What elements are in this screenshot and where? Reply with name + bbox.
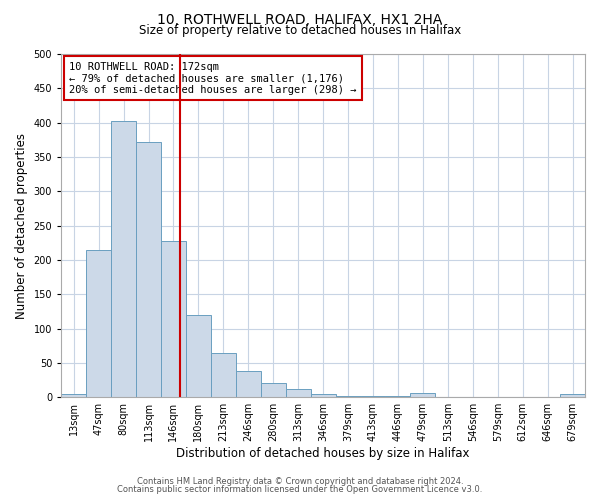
Bar	[311, 394, 335, 397]
Text: 10 ROTHWELL ROAD: 172sqm
← 79% of detached houses are smaller (1,176)
20% of sem: 10 ROTHWELL ROAD: 172sqm ← 79% of detach…	[69, 62, 356, 95]
Bar	[286, 389, 311, 397]
Bar	[560, 394, 585, 397]
Bar	[261, 384, 286, 397]
Text: 10, ROTHWELL ROAD, HALIFAX, HX1 2HA: 10, ROTHWELL ROAD, HALIFAX, HX1 2HA	[157, 12, 443, 26]
Bar	[385, 396, 410, 397]
Bar	[236, 371, 261, 397]
Bar	[61, 394, 86, 397]
Bar	[436, 396, 460, 397]
Bar	[335, 396, 361, 397]
X-axis label: Distribution of detached houses by size in Halifax: Distribution of detached houses by size …	[176, 447, 470, 460]
Bar	[86, 250, 111, 397]
Bar	[111, 120, 136, 397]
Y-axis label: Number of detached properties: Number of detached properties	[15, 132, 28, 318]
Bar	[535, 396, 560, 397]
Bar	[460, 396, 485, 397]
Text: Contains HM Land Registry data © Crown copyright and database right 2024.: Contains HM Land Registry data © Crown c…	[137, 477, 463, 486]
Text: Contains public sector information licensed under the Open Government Licence v3: Contains public sector information licen…	[118, 485, 482, 494]
Bar	[211, 352, 236, 397]
Bar	[361, 396, 385, 397]
Bar	[410, 393, 436, 397]
Bar	[510, 396, 535, 397]
Bar	[485, 396, 510, 397]
Text: Size of property relative to detached houses in Halifax: Size of property relative to detached ho…	[139, 24, 461, 37]
Bar	[161, 240, 186, 397]
Bar	[186, 315, 211, 397]
Bar	[136, 142, 161, 397]
